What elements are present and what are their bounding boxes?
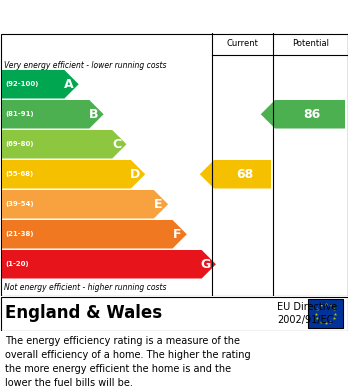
Polygon shape bbox=[200, 160, 271, 188]
Text: (1-20): (1-20) bbox=[5, 261, 29, 267]
Text: Current: Current bbox=[227, 39, 259, 48]
Polygon shape bbox=[2, 100, 104, 129]
Text: England & Wales: England & Wales bbox=[5, 305, 162, 323]
Polygon shape bbox=[2, 220, 187, 249]
Text: A: A bbox=[64, 78, 73, 91]
Text: Not energy efficient - higher running costs: Not energy efficient - higher running co… bbox=[4, 283, 166, 292]
Polygon shape bbox=[2, 190, 168, 219]
Text: (92-100): (92-100) bbox=[5, 81, 38, 87]
Text: 86: 86 bbox=[303, 108, 321, 121]
Bar bbox=[308, 299, 343, 328]
Polygon shape bbox=[261, 100, 345, 129]
Text: (69-80): (69-80) bbox=[5, 141, 33, 147]
Text: Energy Efficiency Rating: Energy Efficiency Rating bbox=[10, 9, 220, 24]
Text: 2002/91/EC: 2002/91/EC bbox=[277, 315, 333, 325]
Text: The energy efficiency rating is a measure of the
overall efficiency of a home. T: The energy efficiency rating is a measur… bbox=[5, 336, 251, 388]
Text: 68: 68 bbox=[236, 168, 253, 181]
Text: (81-91): (81-91) bbox=[5, 111, 34, 117]
Polygon shape bbox=[2, 130, 126, 158]
Text: G: G bbox=[201, 258, 211, 271]
Text: (55-68): (55-68) bbox=[5, 171, 33, 177]
Text: B: B bbox=[89, 108, 98, 121]
Text: E: E bbox=[154, 198, 163, 211]
Text: D: D bbox=[130, 168, 140, 181]
Polygon shape bbox=[2, 70, 79, 99]
Polygon shape bbox=[2, 160, 145, 188]
Polygon shape bbox=[2, 250, 216, 278]
Text: F: F bbox=[173, 228, 181, 241]
Text: C: C bbox=[112, 138, 121, 151]
Text: EU Directive: EU Directive bbox=[277, 302, 337, 312]
Text: Very energy efficient - lower running costs: Very energy efficient - lower running co… bbox=[4, 61, 166, 70]
Text: (39-54): (39-54) bbox=[5, 201, 34, 207]
Text: Potential: Potential bbox=[292, 39, 329, 48]
Text: (21-38): (21-38) bbox=[5, 231, 33, 237]
